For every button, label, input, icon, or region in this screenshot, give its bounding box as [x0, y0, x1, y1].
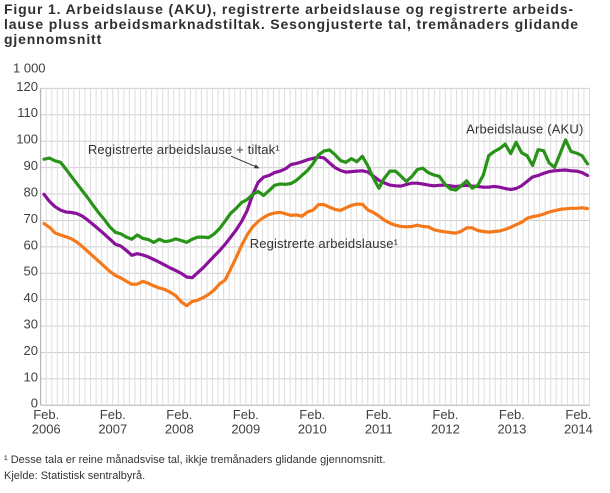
svg-text:100: 100	[16, 132, 38, 147]
svg-text:Registrerte arbeidslause¹: Registrerte arbeidslause¹	[250, 236, 399, 251]
svg-text:2011: 2011	[365, 422, 393, 437]
svg-text:60: 60	[24, 237, 38, 252]
svg-text:2010: 2010	[298, 422, 327, 437]
svg-text:110: 110	[17, 105, 38, 120]
svg-text:40: 40	[24, 290, 38, 305]
svg-text:2008: 2008	[165, 422, 194, 437]
svg-text:Feb.: Feb.	[33, 407, 59, 422]
svg-text:Feb.: Feb.	[100, 407, 126, 422]
svg-text:30: 30	[24, 317, 38, 332]
svg-text:80: 80	[24, 184, 38, 199]
svg-text:2013: 2013	[497, 422, 526, 437]
svg-text:2006: 2006	[32, 422, 61, 437]
svg-text:Feb.: Feb.	[432, 407, 458, 422]
svg-text:Feb.: Feb.	[499, 407, 525, 422]
svg-text:90: 90	[24, 158, 38, 173]
svg-text:20: 20	[24, 343, 38, 358]
svg-text:Feb.: Feb.	[166, 407, 192, 422]
svg-text:120: 120	[16, 79, 38, 94]
svg-text:0: 0	[31, 396, 38, 411]
svg-text:10: 10	[24, 369, 38, 384]
svg-text:Feb.: Feb.	[233, 407, 259, 422]
svg-text:2007: 2007	[98, 422, 127, 437]
svg-text:Feb.: Feb.	[299, 407, 325, 422]
svg-text:2014: 2014	[564, 422, 593, 437]
svg-text:2012: 2012	[431, 422, 460, 437]
svg-text:Feb.: Feb.	[366, 407, 392, 422]
svg-text:1 000: 1 000	[13, 61, 46, 76]
svg-text:2009: 2009	[231, 422, 260, 437]
svg-text:Feb.: Feb.	[565, 407, 591, 422]
svg-text:70: 70	[24, 211, 38, 226]
svg-text:Registrerte arbeidslause + til: Registrerte arbeidslause + tiltak¹	[88, 142, 280, 157]
svg-text:Arbeidslause (AKU): Arbeidslause (AKU)	[466, 121, 583, 136]
svg-text:50: 50	[24, 264, 38, 279]
